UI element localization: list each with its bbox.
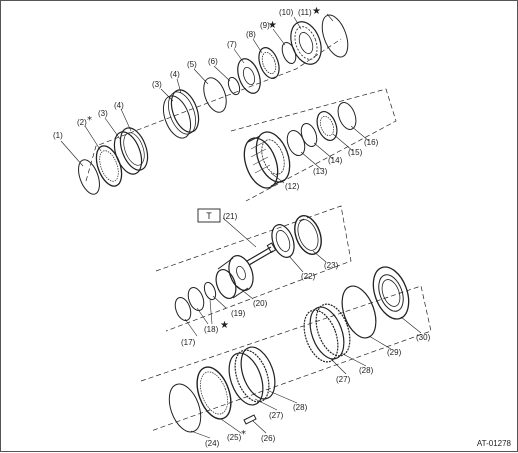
label-11: (11) <box>298 8 312 17</box>
asterisk-mark-25: * <box>241 429 246 440</box>
part-10-bearing <box>290 21 322 65</box>
part-3-plate-upper <box>162 95 192 139</box>
part-6-ring <box>227 76 241 96</box>
star-mark-18: ★ <box>220 320 229 331</box>
part-24-snap-ring <box>168 383 202 433</box>
label-3b: (3) <box>98 109 108 118</box>
label-25: (25) <box>227 433 242 442</box>
annotation-marks: * ★ ★ ★ * <box>87 6 321 440</box>
label-4a: (4) <box>170 70 180 79</box>
part-8-needle-bearing <box>258 47 280 79</box>
lower-group-outline <box>140 285 432 432</box>
part-29-ring <box>341 285 377 339</box>
label-1: (1) <box>53 131 63 140</box>
label-12: (12) <box>285 182 300 191</box>
label-26: (26) <box>261 434 276 443</box>
label-3a: (3) <box>152 80 162 89</box>
part-26-clip <box>243 414 257 425</box>
part-5-ring <box>203 77 227 113</box>
part-14-ring <box>300 122 318 148</box>
label-18: (18) <box>204 325 219 334</box>
part-17-snap-ring <box>174 296 192 322</box>
star-mark-11: ★ <box>312 6 321 17</box>
torque-symbol: T <box>197 208 221 223</box>
label-13: (13) <box>313 167 328 176</box>
part-11-snap-ring <box>321 14 349 58</box>
label-27a: (27) <box>269 411 284 420</box>
leader-lines <box>60 13 422 439</box>
label-27b: (27) <box>336 375 351 384</box>
label-28b: (28) <box>359 366 374 375</box>
torque-symbol-text: T <box>206 211 212 221</box>
part-labels: (1) (2) (3) (4) (3) (4) (5) (6) (7) (8) … <box>53 8 431 448</box>
reference-code: AT-01278 <box>477 439 512 448</box>
label-10: (10) <box>279 8 294 17</box>
label-19: (19) <box>231 309 246 318</box>
part-20-piston-housing <box>215 255 254 300</box>
star-mark-9: ★ <box>268 20 277 31</box>
label-8: (8) <box>246 30 256 39</box>
label-6: (6) <box>208 57 218 66</box>
label-2: (2) <box>77 118 87 127</box>
label-5: (5) <box>187 60 197 69</box>
label-14: (14) <box>328 156 343 165</box>
part-15-bearing <box>316 110 338 142</box>
label-9: (9) <box>260 21 270 30</box>
part-7-hub <box>237 58 261 94</box>
label-24: (24) <box>205 439 220 448</box>
part-25-retaining-plate <box>196 366 232 420</box>
part-1-snap-ring <box>78 159 100 195</box>
part-12-clutch-drum <box>243 131 291 189</box>
group-outlines <box>85 38 432 432</box>
part-9-washer <box>281 41 297 65</box>
label-30: (30) <box>416 333 431 342</box>
label-29: (29) <box>387 348 402 357</box>
label-22: (22) <box>301 272 316 281</box>
label-20: (20) <box>253 299 268 308</box>
part-23-seal-ring <box>294 215 322 255</box>
middle-right-group-outline <box>230 88 397 202</box>
part-3-4-plates-lower <box>113 127 149 175</box>
part-27-28-plates-left <box>228 346 276 406</box>
part-22-piston <box>271 224 295 258</box>
label-21: (21) <box>223 212 238 221</box>
label-28a: (28) <box>293 403 308 412</box>
center-group-outline <box>155 205 352 332</box>
label-4b: (4) <box>114 101 124 110</box>
part-4-plates-upper <box>168 89 200 135</box>
label-7: (7) <box>227 40 237 49</box>
part-18-seals <box>187 281 217 312</box>
label-23: (23) <box>324 261 339 270</box>
part-30-piston <box>372 266 410 320</box>
label-15: (15) <box>348 148 363 157</box>
part-21-bolt <box>246 242 277 266</box>
label-17: (17) <box>181 338 196 347</box>
asterisk-mark-2: * <box>87 115 92 126</box>
part-27-28-plates-right <box>303 303 351 363</box>
part-16-snap-ring <box>337 102 357 130</box>
label-16: (16) <box>364 138 379 147</box>
